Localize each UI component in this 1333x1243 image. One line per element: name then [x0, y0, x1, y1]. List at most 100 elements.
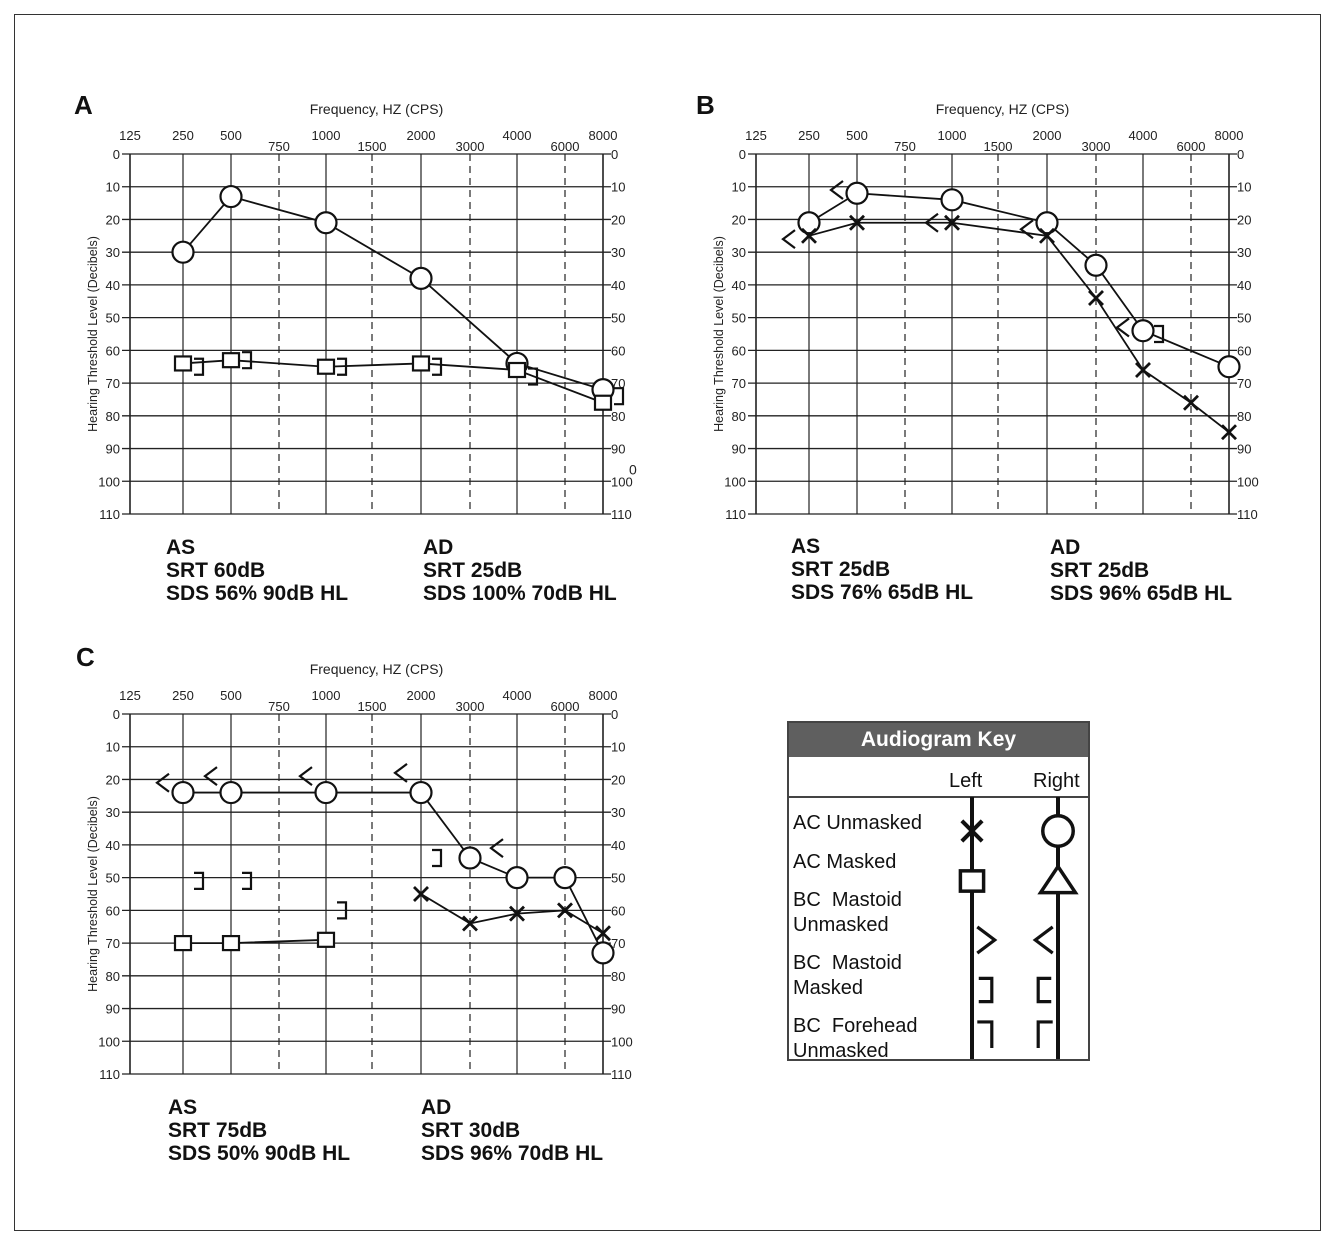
data-point-circle — [458, 846, 482, 870]
sds-value: SDS 100% 70dB HL — [423, 582, 617, 605]
data-point-right-bracket — [242, 351, 253, 370]
x-tick-label: 500 — [846, 128, 868, 143]
y-tick-label: 10 — [106, 180, 120, 195]
data-point-right-bracket — [432, 848, 443, 868]
x-tick-label: 750 — [268, 139, 290, 154]
y-tick-label-right: 60 — [611, 343, 625, 358]
x-tick-label: 1000 — [312, 688, 341, 703]
audiogram-b: Frequency, HZ (CPS)125 250 500750100015002… — [712, 101, 1259, 522]
y-tick-label: 40 — [732, 278, 746, 293]
left-bracket-icon — [1036, 976, 1052, 1004]
data-point-right-bracket — [1154, 324, 1165, 344]
data-point-circle — [314, 780, 338, 805]
y-tick-label-right: 90 — [611, 442, 625, 457]
data-point-right-bracket — [242, 871, 253, 891]
key-symbol-group — [958, 869, 986, 893]
data-point-circle — [591, 941, 615, 965]
y-tick-label: 100 — [98, 474, 120, 489]
summary-b-right: AD SRT 25dB SDS 96% 65dB HL — [1050, 536, 1232, 605]
chart-title: Frequency, HZ (CPS) — [310, 661, 444, 677]
y-tick-label-right: 20 — [1237, 212, 1251, 227]
data-point-square — [173, 934, 193, 952]
y-tick-label-right: 110 — [611, 1067, 632, 1082]
data-point-circle — [314, 211, 338, 235]
x-tick-label: 3000 — [456, 139, 485, 154]
data-point-circle — [797, 211, 821, 235]
y-tick-label: 60 — [106, 343, 120, 358]
x-tick-label: 1000 — [938, 128, 967, 143]
key-label-bc-forehead-unmasked: BC Forehead Unmasked — [793, 1015, 918, 1062]
y-tick-label-right: 100 — [611, 1034, 633, 1049]
srt-value: SRT 30dB — [421, 1119, 521, 1142]
data-point-circle — [845, 181, 869, 205]
data-point-square — [221, 352, 241, 369]
data-point-x — [1039, 227, 1055, 244]
left-angle-icon — [1032, 925, 1054, 955]
panel-letter-a: A — [74, 90, 93, 120]
y-tick-label-right: 10 — [1237, 180, 1251, 195]
y-tick-label: 100 — [98, 1034, 120, 1049]
y-tick-label-right: 110 — [1237, 507, 1258, 522]
audiogram-key: Audiogram Key Left Right AC Unmasked AC … — [787, 721, 1090, 1062]
y-tick-label: 40 — [106, 278, 120, 293]
data-point-right-bracket — [432, 357, 443, 376]
y-tick-label: 30 — [732, 245, 746, 260]
panel-letter-c: C — [76, 642, 95, 672]
y-tick-label: 70 — [106, 936, 120, 951]
data-point-square — [593, 394, 613, 411]
ear-label: AS — [166, 536, 196, 559]
y-tick-label-right: 40 — [611, 838, 625, 853]
key-label-bc-mastoid-masked: BC Mastoid Masked — [793, 952, 902, 999]
data-point-left-angle — [781, 229, 796, 249]
x-tick-label: 2000 — [407, 688, 436, 703]
data-point-right-bracket — [528, 367, 539, 386]
y-tick-label: 50 — [106, 311, 120, 326]
key-symbol-group — [960, 819, 984, 843]
y-tick-label-right: 60 — [611, 903, 625, 918]
y-tick-label: 110 — [99, 1067, 120, 1082]
chart-title: Frequency, HZ (CPS) — [936, 101, 1070, 117]
y-axis-label: Hearing Threshold Level (Decibels) — [712, 236, 726, 432]
summary-b-left: AS SRT 25dB SDS 76% 65dB HL — [791, 535, 973, 604]
srt-value: SRT 25dB — [791, 558, 891, 581]
y-tick-label-right: 10 — [611, 180, 625, 195]
key-symbol-group — [978, 976, 994, 1004]
y-tick-label: 90 — [106, 442, 120, 457]
data-point-square — [411, 355, 431, 372]
y-tick-label-right: 50 — [1237, 311, 1251, 326]
y-tick-label: 0 — [113, 707, 120, 722]
y-tick-label: 70 — [732, 376, 746, 391]
key-title: Audiogram Key — [789, 723, 1088, 757]
key-symbol-group — [1032, 925, 1054, 955]
data-point-circle — [940, 188, 964, 212]
square-icon — [958, 869, 986, 893]
circle-icon — [1041, 814, 1075, 848]
y-tick-label: 70 — [106, 376, 120, 391]
ear-label: AD — [423, 536, 454, 559]
key-symbol-group — [1036, 1020, 1053, 1049]
x-tick-label: 500 — [220, 688, 242, 703]
right-bracket-icon — [978, 976, 994, 1004]
y-tick-label-right: 80 — [611, 409, 625, 424]
chart-title: Frequency, HZ (CPS) — [310, 101, 444, 117]
data-point-left-angle — [155, 772, 170, 793]
data-point-x — [801, 227, 817, 244]
right-corner-icon — [977, 1020, 994, 1049]
summary-c-left: AS SRT 75dB SDS 50% 90dB HL — [168, 1096, 350, 1165]
x-tick-label: 3000 — [456, 699, 485, 714]
series-line-square — [182, 359, 604, 404]
y-tick-label: 80 — [106, 409, 120, 424]
data-point-left-angle — [1019, 219, 1034, 240]
ear-label: AS — [791, 535, 821, 558]
y-tick-label: 50 — [732, 311, 746, 326]
x-tick-label: 8000 — [589, 688, 618, 703]
x-tick-label: 2000 — [1033, 128, 1062, 143]
x-tick-label: 8000 — [1215, 128, 1244, 143]
y-tick-label-right: 110 — [611, 507, 632, 522]
y-tick-label-right: 0 — [611, 147, 618, 162]
data-point-square — [507, 361, 527, 379]
data-point-circle — [219, 780, 243, 805]
data-point-square — [316, 358, 336, 375]
data-point-right-bracket — [194, 871, 205, 891]
data-point-circle — [1217, 355, 1241, 379]
